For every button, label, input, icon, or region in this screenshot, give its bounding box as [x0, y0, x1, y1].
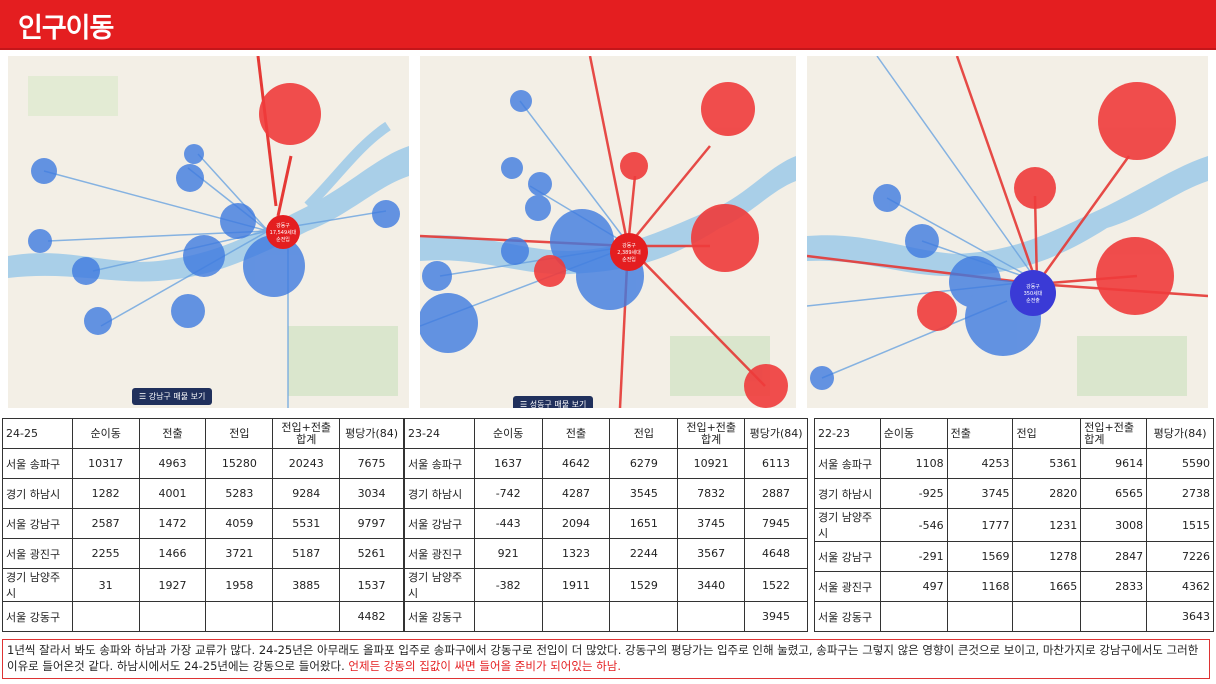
header-period: 24-25 — [2, 418, 73, 449]
table-header-row: 23-24 순이동 전출 전입 전입+전출 합계 평당가(84) — [404, 418, 808, 449]
summary-note: 1년씩 잘라서 봐도 송파와 하남과 가장 교류가 많다. 24-25년은 아무… — [2, 639, 1210, 679]
table-row: 경기 하남시 -925 3745 2820 6565 2738 — [814, 478, 1214, 509]
table-row: 서울 강동구 3643 — [814, 601, 1214, 632]
header-out: 전출 — [946, 418, 1014, 449]
map-graphic: 강동구 2,389세대 순전입 — [420, 56, 796, 408]
header-out: 전출 — [541, 418, 611, 449]
table-row: 서울 강남구 -443 2094 1651 3745 7945 — [404, 508, 808, 539]
table-header-row: 22-23 순이동 전출 전입 전입+전출 합계 평당가(84) — [814, 418, 1214, 449]
page-header: 인구이동 — [0, 0, 1216, 50]
table-row: 서울 송파구 1637 4642 6279 10921 6113 — [404, 448, 808, 479]
table-row: 서울 송파구 10317 4963 15280 20243 7675 — [2, 448, 404, 479]
summary-highlight: 언제든 강동의 집값이 싸면 들어올 준비가 되어있는 하남. — [348, 659, 621, 673]
svg-text:순전입: 순전입 — [276, 236, 290, 243]
center-label: 강동구 — [1026, 283, 1040, 290]
header-out: 전출 — [138, 418, 207, 449]
table-row: 서울 강남구 2587 1472 4059 5531 9797 — [2, 508, 404, 539]
migration-map-24-25[interactable]: 강동구 17,549세대 순전입 ☰ 강남구 매물 보기 — [8, 56, 409, 408]
table-row: 서울 광진구 921 1323 2244 3567 4648 — [404, 538, 808, 569]
svg-text:2,389세대: 2,389세대 — [617, 249, 641, 256]
header-net: 순이동 — [71, 418, 140, 449]
table-row: 경기 하남시 1282 4001 5283 9284 3034 — [2, 478, 404, 509]
table-row: 경기 남양주시 -382 1911 1529 3440 1522 — [404, 568, 808, 602]
svg-text:순전입: 순전입 — [622, 256, 636, 263]
migration-table-22-23: 22-23 순이동 전출 전입 전입+전출 합계 평당가(84) 서울 송파구 1… — [814, 418, 1214, 632]
migration-map-22-23[interactable]: 강동구 350세대 순전출 — [807, 56, 1208, 408]
table-row: 서울 광진구 2255 1466 3721 5187 5261 — [2, 538, 404, 569]
header-price: 평당가(84) — [339, 418, 404, 449]
migration-map-23-24[interactable]: 강동구 2,389세대 순전입 ☰ 성동구 매물 보기 — [420, 56, 796, 408]
table-row: 경기 하남시 -742 4287 3545 7832 2887 — [404, 478, 808, 509]
table-header-row: 24-25 순이동 전출 전입 전입+전출 합계 평당가(84) — [2, 418, 404, 449]
table-row: 경기 남양주시 -546 1777 1231 3008 1515 — [814, 508, 1214, 542]
header-net: 순이동 — [473, 418, 543, 449]
table-row: 서울 강동구 4482 — [2, 601, 404, 632]
header-in: 전입 — [205, 418, 274, 449]
header-in: 전입 — [609, 418, 679, 449]
migration-table-23-24: 23-24 순이동 전출 전입 전입+전출 합계 평당가(84) 서울 송파구 1… — [404, 418, 808, 632]
center-label: 강동구 — [622, 242, 636, 249]
page-title: 인구이동 — [18, 13, 114, 44]
header-period: 22-23 — [814, 418, 881, 449]
summary-text: 1년씩 잘라서 봐도 송파와 하남과 가장 교류가 많다. 24-25년은 아무… — [7, 643, 1199, 673]
svg-text:17,549세대: 17,549세대 — [270, 229, 297, 236]
view-listings-button[interactable]: ☰ 강남구 매물 보기 — [132, 388, 213, 405]
map-graphic: 강동구 350세대 순전출 — [807, 56, 1208, 396]
view-listings-button[interactable]: ☰ 성동구 매물 보기 — [513, 396, 594, 408]
header-net: 순이동 — [879, 418, 948, 449]
table-row: 경기 남양주시 31 1927 1958 3885 1537 — [2, 568, 404, 602]
header-total: 전입+전출 합계 — [272, 418, 341, 449]
migration-table-24-25: 24-25 순이동 전출 전입 전입+전출 합계 평당가(84) 서울 송파구 1… — [2, 418, 404, 632]
svg-text:순전출: 순전출 — [1026, 297, 1040, 304]
header-total: 전입+전출 합계 — [1080, 418, 1148, 449]
center-label: 강동구 — [276, 222, 290, 229]
table-row: 서울 광진구 497 1168 1665 2833 4362 — [814, 571, 1214, 602]
table-row: 서울 강동구 3945 — [404, 601, 808, 632]
table-row: 서울 송파구 1108 4253 5361 9614 5590 — [814, 448, 1214, 479]
header-period: 23-24 — [404, 418, 475, 449]
table-row: 서울 강남구 -291 1569 1278 2847 7226 — [814, 541, 1214, 572]
header-total: 전입+전출 합계 — [677, 418, 746, 449]
svg-text:350세대: 350세대 — [1024, 290, 1043, 297]
header-in: 전입 — [1012, 418, 1082, 449]
header-price: 평당가(84) — [744, 418, 808, 449]
header-price: 평당가(84) — [1146, 418, 1214, 449]
map-graphic: 강동구 17,549세대 순전입 — [8, 56, 409, 408]
